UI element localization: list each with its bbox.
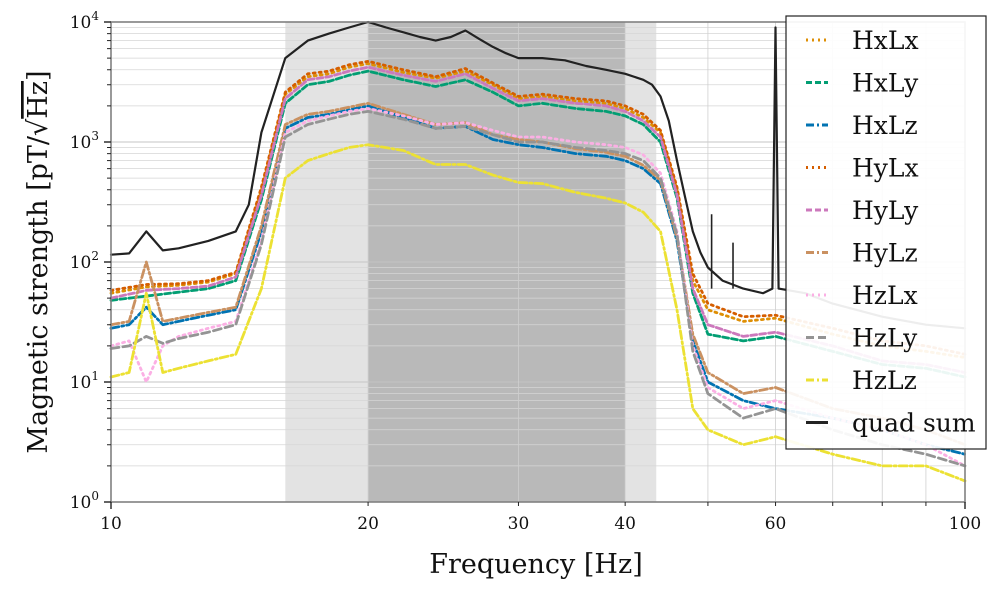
legend-label-hylz: HyLz: [852, 239, 918, 268]
x-tick-label: 20: [357, 514, 379, 534]
legend-label-quad-sum: quad sum: [852, 409, 976, 438]
spike-markers: [710, 214, 734, 289]
series-line-quad-sum: [109, 20, 967, 330]
legend-label-hxlx: HxLx: [852, 26, 919, 55]
legend-label-hxlz: HxLz: [852, 111, 918, 140]
y-tick-label: 101: [70, 369, 99, 393]
legend-label-hzlz: HzLz: [852, 366, 917, 395]
legend-label-hzlx: HzLx: [852, 281, 918, 310]
x-tick-label: 60: [765, 514, 787, 534]
x-axis-title: Frequency [Hz]: [429, 549, 642, 580]
y-tick-label: 104: [70, 9, 100, 33]
x-tick-label: 30: [508, 514, 530, 534]
y-axis-title: Magnetic strength [pT/√Hz]: [23, 70, 54, 453]
series-line-hzly: [109, 110, 967, 468]
legend-box: [785, 15, 987, 450]
series-line-hzlx: [109, 107, 967, 468]
y-axis-title-text: Magnetic strength [pT/: [23, 135, 54, 453]
y-axis-title-unit: Hz: [23, 81, 54, 119]
legend-label-hzly: HzLy: [852, 324, 918, 353]
y-tick-label: 103: [70, 129, 99, 153]
x-tick-label: 10: [100, 514, 122, 534]
series-line-hxlx: [109, 62, 967, 359]
sqrt-symbol: √: [23, 118, 54, 136]
y-axis-title-close: ]: [23, 70, 54, 81]
series-line-hylx: [109, 59, 967, 356]
series-line-hxlz: [109, 104, 967, 456]
data-series: [109, 20, 967, 483]
legend-label-hylx: HyLx: [852, 154, 919, 183]
series-line-hyly: [109, 65, 967, 374]
axes: 100 101 102 103 104 10 20 30 40 60 100: [70, 9, 982, 534]
svg-text:Magnetic strength [pT/√Hz]: Magnetic strength [pT/√Hz]: [23, 70, 54, 453]
y-tick-label: 100: [70, 489, 99, 513]
x-tick-label: 100: [949, 514, 981, 534]
y-tick-label: 102: [70, 249, 99, 273]
legend: HxLx HxLy HxLz HyLx HyLy HyLz HzLx HzLy HzLz quad…: [785, 15, 987, 450]
series-line-hzlz: [109, 143, 967, 483]
legend-label-hxly: HxLy: [852, 69, 919, 98]
legend-label-hyly: HyLy: [852, 196, 919, 225]
x-tick-label: 40: [614, 514, 636, 534]
